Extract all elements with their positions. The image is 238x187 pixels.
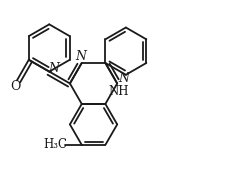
Text: N: N <box>118 72 129 85</box>
Text: N: N <box>48 62 59 75</box>
Text: H₃C: H₃C <box>43 138 67 151</box>
Text: NH: NH <box>108 85 129 97</box>
Text: O: O <box>10 80 21 94</box>
Text: N: N <box>75 50 86 63</box>
